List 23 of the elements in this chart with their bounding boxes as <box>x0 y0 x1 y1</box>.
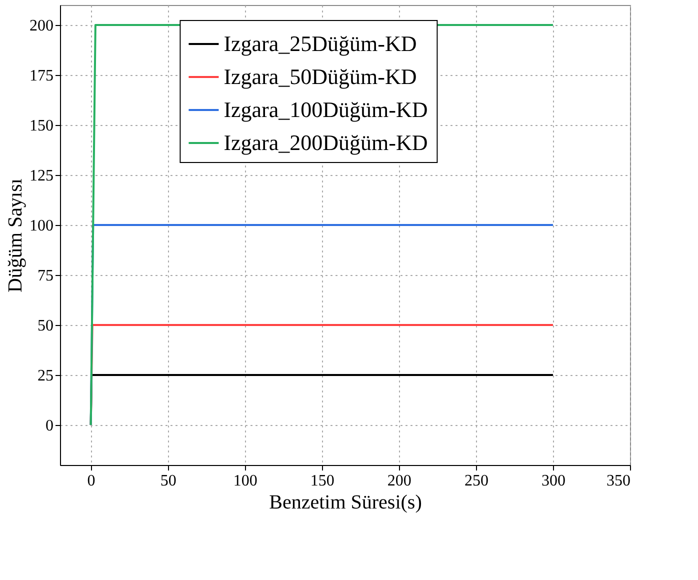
x-tick-label: 150 <box>310 472 334 490</box>
x-tick-label: 200 <box>387 472 412 490</box>
y-tick-label: 0 <box>46 418 54 434</box>
x-tick-label: 300 <box>541 472 566 490</box>
legend-label: Izgara_25Düğüm-KD <box>224 31 417 56</box>
x-tick-label: 50 <box>160 472 176 490</box>
y-tick-label: 150 <box>30 118 54 134</box>
y-tick-label: 25 <box>38 368 54 384</box>
x-tick-label: 350 <box>606 472 630 490</box>
legend-label: Izgara_200Düğüm-KD <box>224 130 428 155</box>
y-tick-label: 125 <box>30 168 54 184</box>
y-tick-label: 75 <box>38 268 54 284</box>
y-tick-label: 200 <box>30 18 54 34</box>
legend-label: Izgara_50Düğüm-KD <box>224 64 417 89</box>
y-tick-label: 50 <box>38 318 54 334</box>
x-tick-label: 0 <box>87 472 96 490</box>
x-tick-label: 100 <box>233 472 258 490</box>
y-tick-label: 100 <box>30 218 54 234</box>
x-axis-title: Benzetim Süresi(s) <box>269 492 422 514</box>
y-axis-title: Düğüm Sayısı <box>4 178 26 292</box>
x-tick-label: 250 <box>464 472 488 490</box>
y-tick-label: 175 <box>30 68 54 84</box>
legend-label: Izgara_100Düğüm-KD <box>224 97 428 122</box>
